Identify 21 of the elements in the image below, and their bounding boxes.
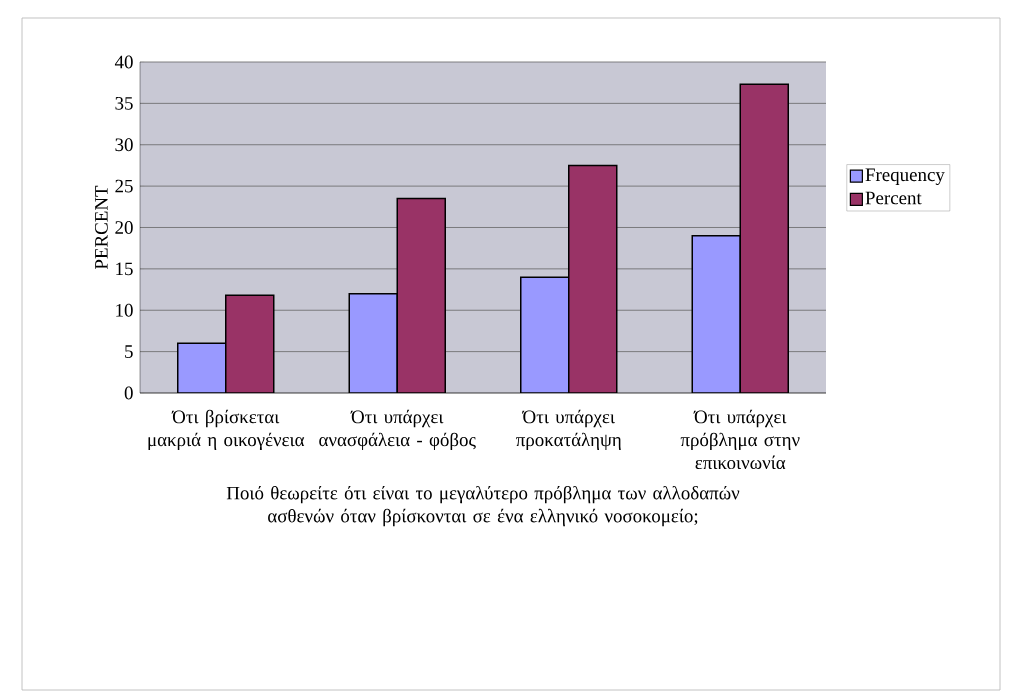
y-tick-label: 25 [115, 179, 133, 193]
legend-label: Percent [865, 191, 922, 205]
x-tick-label: Ότι υπάρχει πρόβλημα στην επικοινωνία [680, 409, 800, 470]
x-tick-label: Ότι βρίσκεται μακριά η οικογένεια [148, 409, 305, 451]
y-tick-label: 30 [115, 138, 133, 152]
y-tick-label: 20 [115, 221, 133, 234]
y-tick-label: 35 [115, 97, 133, 110]
bar [739, 83, 789, 393]
bar [225, 294, 275, 393]
y-tick-label: 5 [125, 345, 133, 358]
legend-label: Frequency [865, 168, 945, 186]
bar [568, 164, 618, 393]
y-tick-label: 0 [124, 386, 133, 400]
y-tick-label: 10 [116, 303, 133, 317]
y-tick-label: 15 [116, 262, 133, 276]
y-axis-title: PERCENT [95, 185, 108, 270]
x-tick-label: Ότι υπάρχει ανασφάλεια - φόβος [319, 409, 476, 451]
y-tick-label: 40 [114, 55, 133, 69]
x-tick-label: Ότι υπάρχει προκατάληψη [516, 409, 621, 451]
x-axis-title: Ποιό θεωρείτε ότι είναι το μεγαλύτερο πρόβλημα των αλλοδαπών ασθενών όταν βρίσκονται σε ένα ελληνικό νοσοκομείο; [226, 485, 740, 527]
bar [396, 197, 446, 393]
